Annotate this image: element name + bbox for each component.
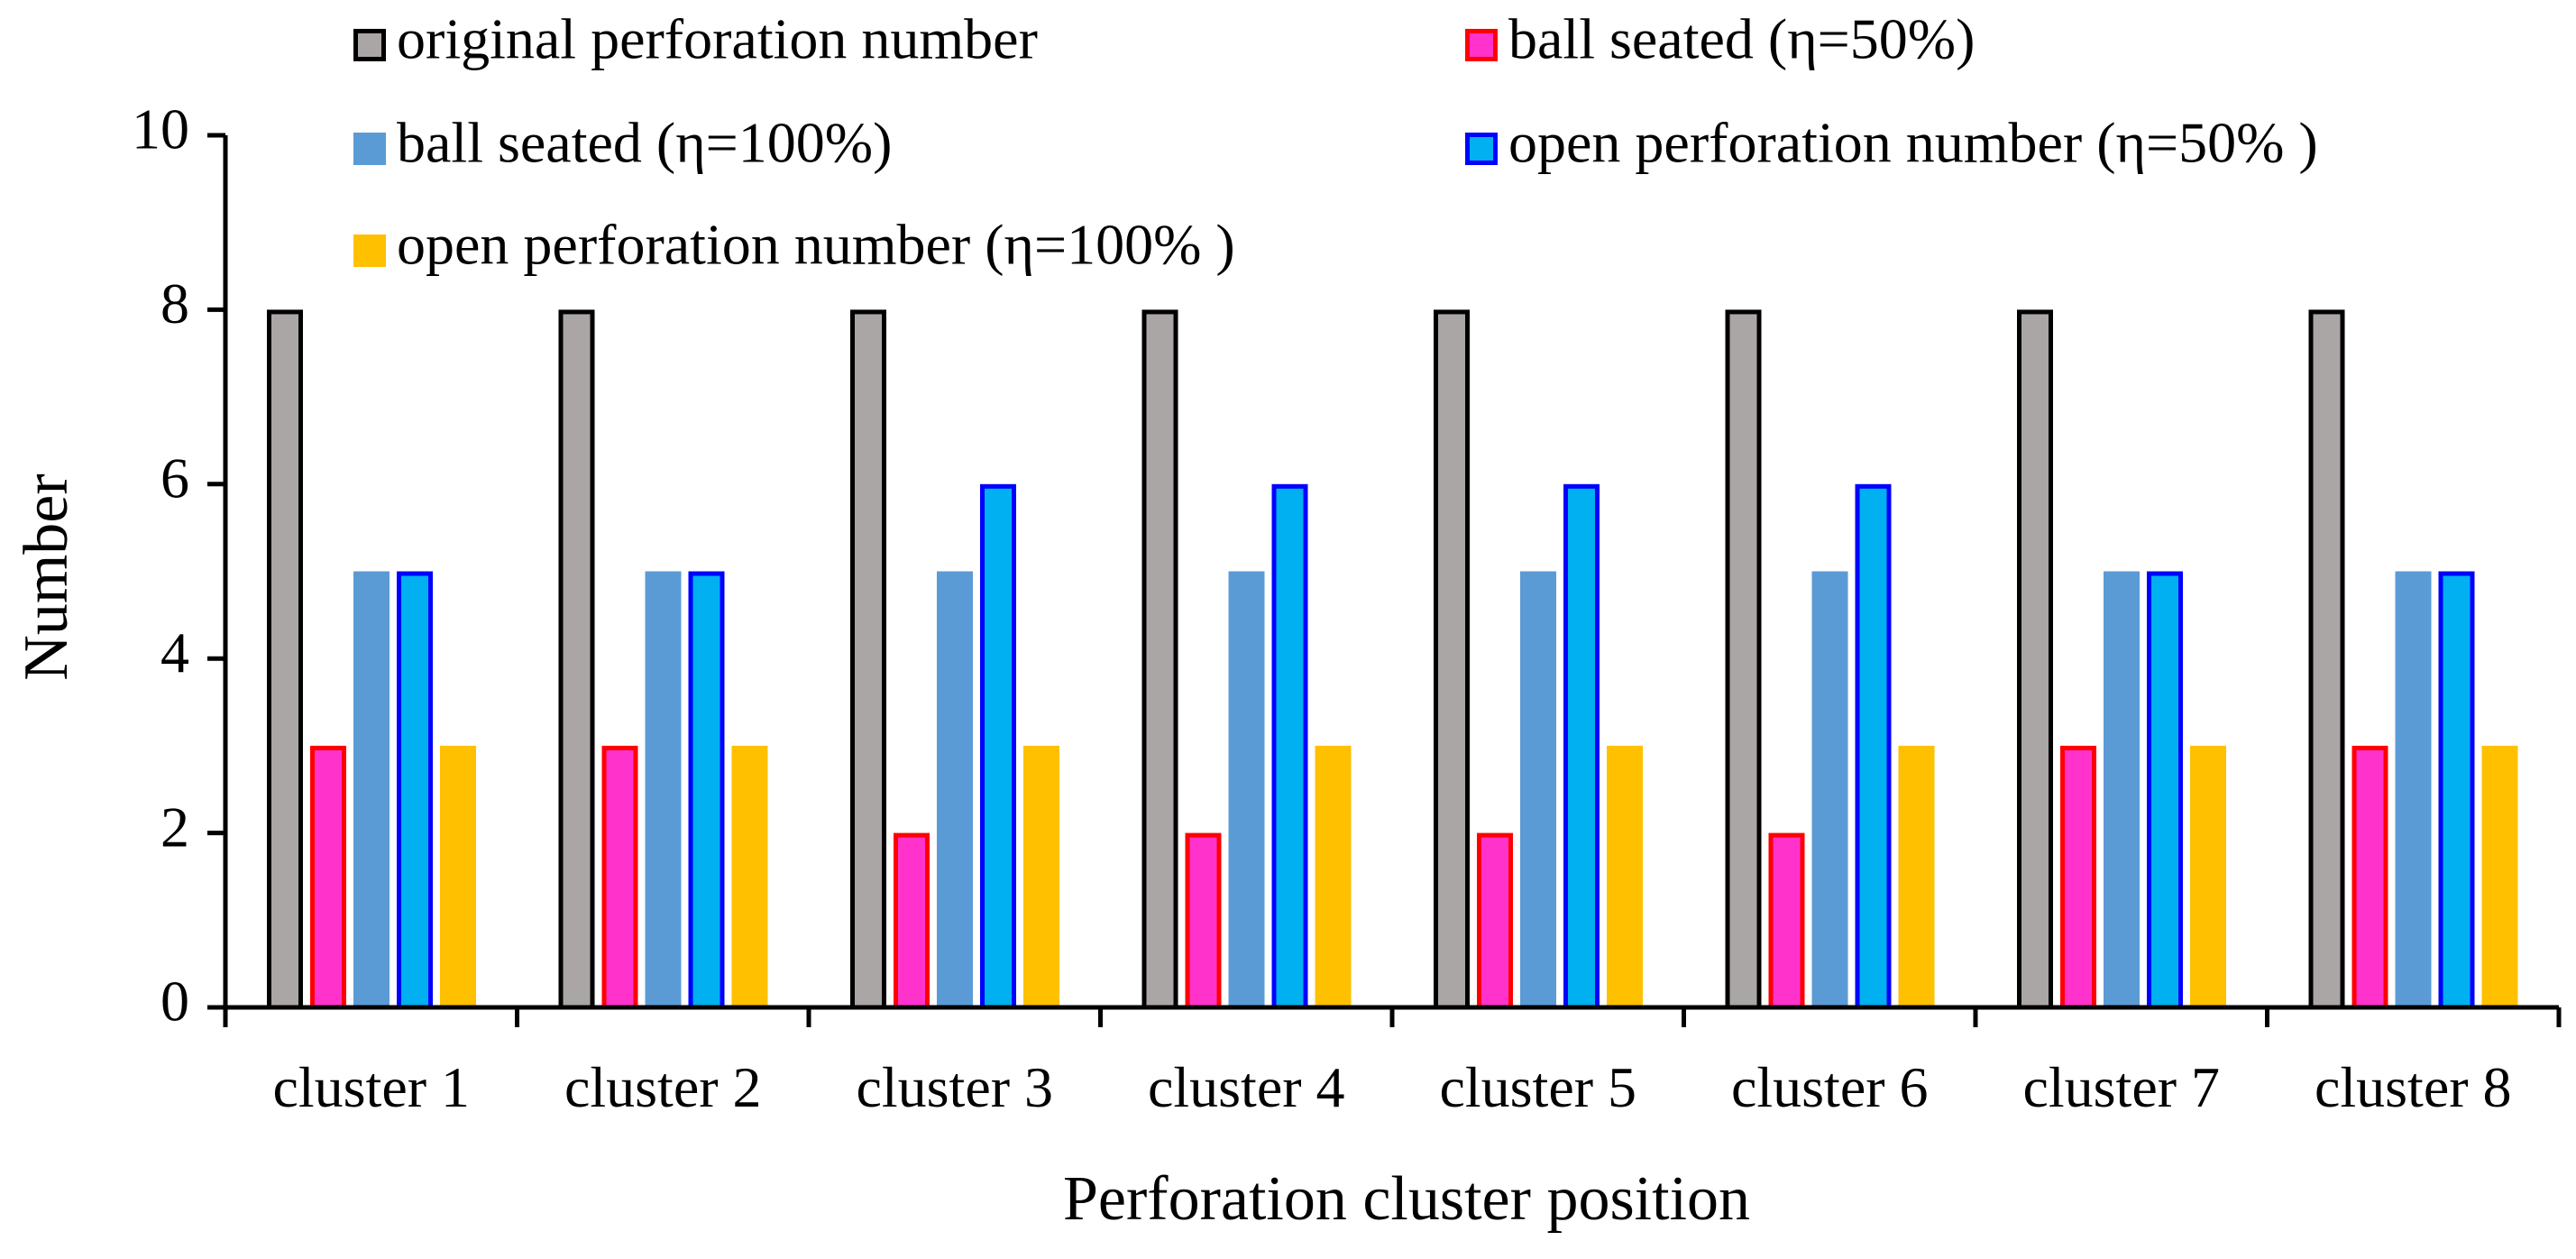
bar-cluster-4-series-3 xyxy=(1228,571,1265,1007)
bar-cluster-5-series-2 xyxy=(1477,832,1513,1010)
bar-cluster-8-series-2 xyxy=(2351,745,2388,1010)
bar-cluster-2-series-1 xyxy=(558,309,595,1010)
bar-cluster-6-series-3 xyxy=(1811,571,1848,1007)
bar-cluster-1-series-5 xyxy=(440,745,476,1007)
legend-swatch xyxy=(353,234,386,267)
x-category-label: cluster 8 xyxy=(2315,1055,2512,1119)
bar-cluster-5-series-5 xyxy=(1607,745,1643,1007)
bar-cluster-3-series-2 xyxy=(894,832,930,1010)
x-category-label: cluster 3 xyxy=(856,1055,1053,1119)
bar-cluster-2-series-3 xyxy=(645,571,682,1007)
legend-label: ball seated (η=50%) xyxy=(1508,7,1975,71)
axes-layer: 0 2 4 6 8 10 cluster 1 cluster 2 cluster 3 cluste… xyxy=(132,97,2562,1119)
bar-cluster-8-series-4 xyxy=(2438,571,2475,1010)
bar-cluster-7-series-4 xyxy=(2147,571,2183,1010)
y-tick-label: 4 xyxy=(160,620,189,685)
bar-cluster-7-series-3 xyxy=(2104,571,2140,1007)
bar-cluster-4-series-1 xyxy=(1141,309,1178,1010)
bar-cluster-4-series-4 xyxy=(1271,483,1308,1010)
bar-cluster-8-series-5 xyxy=(2481,745,2518,1007)
bar-cluster-4-series-2 xyxy=(1185,832,1222,1010)
bar-cluster-6-series-2 xyxy=(1768,832,1805,1010)
y-tick-label: 6 xyxy=(160,446,189,510)
legend-label: ball seated (η=100%) xyxy=(397,111,892,175)
legend-label: open perforation number (η=50% ) xyxy=(1508,111,2318,175)
bar-cluster-2-series-2 xyxy=(601,745,638,1010)
x-category-label: cluster 7 xyxy=(2022,1055,2220,1119)
bar-cluster-8-series-3 xyxy=(2395,571,2432,1007)
y-axis-title: Number xyxy=(12,473,81,680)
legend-label: open perforation number (η=100% ) xyxy=(397,213,1235,277)
bars-layer xyxy=(267,309,2518,1010)
bar-cluster-1-series-3 xyxy=(353,571,390,1007)
bar-cluster-3-series-1 xyxy=(850,309,886,1010)
bar-cluster-3-series-4 xyxy=(980,483,1016,1010)
bar-cluster-5-series-1 xyxy=(1434,309,1470,1010)
bar-cluster-3-series-3 xyxy=(937,571,973,1007)
legend-swatch xyxy=(353,29,386,61)
bar-cluster-7-series-5 xyxy=(2190,745,2226,1007)
x-category-label: cluster 2 xyxy=(564,1055,762,1119)
y-tick-label: 2 xyxy=(160,795,189,859)
x-category-label: cluster 4 xyxy=(1148,1055,1345,1119)
legend-swatch xyxy=(353,133,386,165)
bar-cluster-6-series-5 xyxy=(1898,745,1935,1007)
legend-swatch xyxy=(1465,29,1498,61)
bar-cluster-8-series-1 xyxy=(2308,309,2345,1010)
legend: original perforation number ball seated (… xyxy=(353,7,2318,277)
legend-swatch xyxy=(1465,133,1498,165)
bar-cluster-7-series-2 xyxy=(2060,745,2096,1010)
bar-cluster-3-series-5 xyxy=(1023,745,1059,1007)
y-tick-label: 8 xyxy=(160,271,189,335)
bar-cluster-6-series-4 xyxy=(1855,483,1892,1010)
x-axis-title: Perforation cluster position xyxy=(1063,1164,1750,1234)
bar-cluster-6-series-1 xyxy=(1725,309,1762,1010)
bar-cluster-1-series-1 xyxy=(267,309,303,1010)
bar-cluster-1-series-2 xyxy=(310,745,346,1010)
bar-cluster-2-series-4 xyxy=(688,571,725,1010)
y-tick-label: 0 xyxy=(160,970,189,1034)
x-category-label: cluster 5 xyxy=(1439,1055,1636,1119)
bar-cluster-4-series-5 xyxy=(1315,745,1352,1007)
bar-cluster-1-series-4 xyxy=(397,571,433,1010)
bar-cluster-5-series-3 xyxy=(1520,571,1556,1007)
x-category-label: cluster 6 xyxy=(1731,1055,1929,1119)
y-tick-label: 10 xyxy=(132,97,189,161)
bar-cluster-2-series-5 xyxy=(731,745,768,1007)
bar-cluster-5-series-4 xyxy=(1563,483,1600,1010)
legend-label: original perforation number xyxy=(397,7,1038,71)
bar-cluster-7-series-1 xyxy=(2017,309,2053,1010)
x-category-label: cluster 1 xyxy=(272,1055,470,1119)
